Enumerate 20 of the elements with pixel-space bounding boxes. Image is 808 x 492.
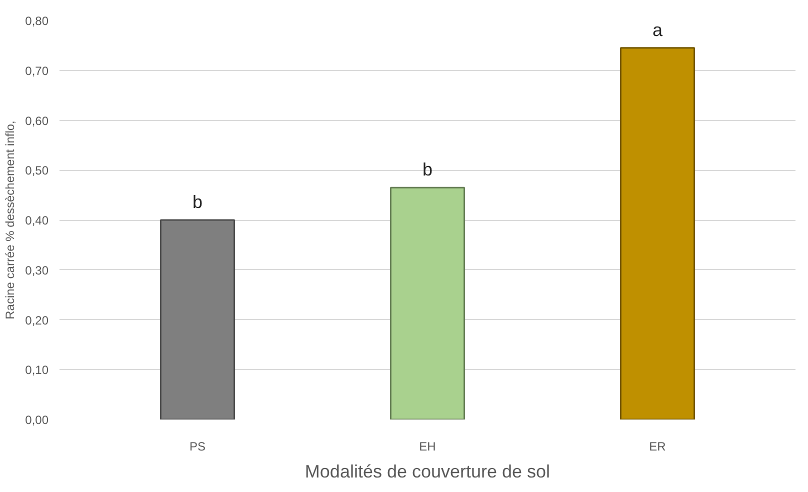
y-tick-label: 0,20 — [25, 313, 49, 328]
bar — [160, 219, 236, 420]
x-tick-label: EH — [419, 440, 436, 454]
annotation: b — [192, 192, 203, 212]
annotation: a — [652, 20, 664, 40]
bar — [390, 186, 466, 420]
y-axis-title: Racine carrée % dessèchement inflo, — [3, 120, 18, 320]
y-tick-label: 0,40 — [25, 214, 49, 228]
annotation: b — [422, 160, 433, 180]
y-tick-label: 0,00 — [25, 413, 49, 427]
y-tick-label: 0,50 — [25, 164, 49, 178]
x-tick-label: PS — [189, 440, 206, 454]
bar — [620, 47, 696, 420]
y-tick-label: 0,80 — [25, 14, 49, 28]
y-tick-label: 0,60 — [25, 114, 49, 128]
y-tick-label: 0,30 — [25, 263, 49, 278]
x-tick-label: ER — [649, 440, 666, 454]
x-axis-title: Modalités de couverture de sol — [304, 462, 550, 482]
y-tick-label: 0,10 — [25, 363, 49, 378]
y-tick-label: 0,70 — [25, 64, 49, 78]
